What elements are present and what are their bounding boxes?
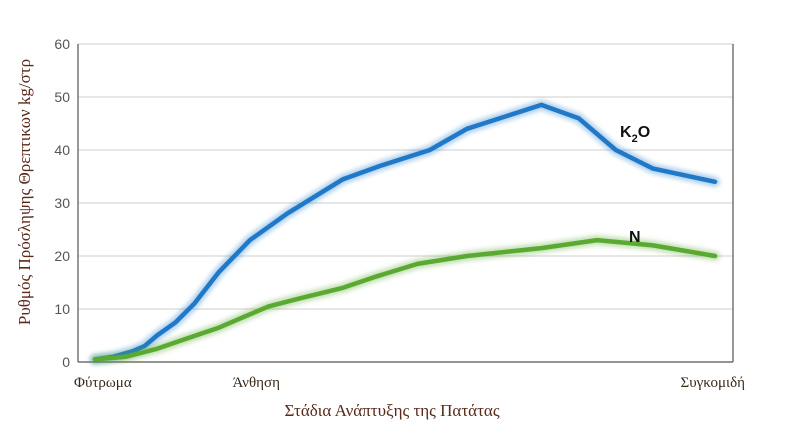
y-tick-label: 20 — [54, 248, 70, 264]
grid-lines — [78, 43, 733, 310]
y-tick-label: 10 — [54, 301, 70, 317]
x-stage-label: Φύτρωμα — [74, 375, 132, 391]
x-stage-label: Συγκομιδή — [680, 375, 745, 391]
x-stage-labels: Φύτρωμα Άνθηση Συγκομιδή — [74, 375, 745, 391]
series-line-1 — [92, 237, 718, 362]
y-tick-label: 30 — [54, 195, 70, 211]
y-tick-labels: 0 10 20 30 40 50 60 — [54, 36, 70, 370]
series-label-n: N — [629, 229, 641, 246]
series-lines — [90, 99, 720, 365]
y-axis-title: Ρυθμός Πρόσληψης Θρεπτικων kg/στρ — [15, 59, 34, 325]
y-tick-label: 0 — [62, 354, 70, 370]
x-axis-title: Στάδια Ανάπτυξης της Πατάτας — [284, 401, 499, 420]
series-labels: K2O N — [620, 124, 650, 246]
series-glow-0 — [90, 99, 720, 365]
x-stage-label: Άνθηση — [232, 375, 280, 391]
y-tick-label: 60 — [54, 36, 70, 52]
series-line-0 — [92, 102, 718, 362]
series-glow-1 — [90, 235, 720, 365]
axes — [77, 44, 734, 363]
series-label-k2o: K2O — [620, 124, 650, 145]
y-tick-label: 50 — [54, 89, 70, 105]
y-tick-label: 40 — [54, 142, 70, 158]
